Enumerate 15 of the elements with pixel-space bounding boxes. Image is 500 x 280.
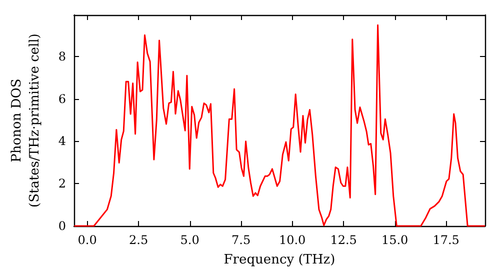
x-tick-label: 7.5	[232, 233, 251, 247]
y-axis-title: Phonon DOS (States/THz·primitive cell)	[10, 33, 42, 208]
y-tick-label: 4	[58, 134, 66, 148]
y-tick-label: 6	[58, 92, 66, 106]
x-axis-title: Frequency (THz)	[224, 252, 336, 268]
x-tick-label: 0.0	[78, 233, 97, 247]
x-tick-label: 17.5	[432, 233, 460, 247]
x-tick-label: 10.0	[278, 233, 306, 247]
x-tick-label: 5.0	[180, 233, 200, 247]
y-tick-label: 0	[58, 219, 66, 233]
x-tick-label: 2.5	[129, 233, 148, 247]
x-tick-label: 12.5	[330, 233, 357, 247]
x-tick-label: 15.0	[381, 233, 408, 247]
y-tick-label: 8	[58, 49, 66, 64]
y-tick-label: 2	[58, 176, 66, 191]
